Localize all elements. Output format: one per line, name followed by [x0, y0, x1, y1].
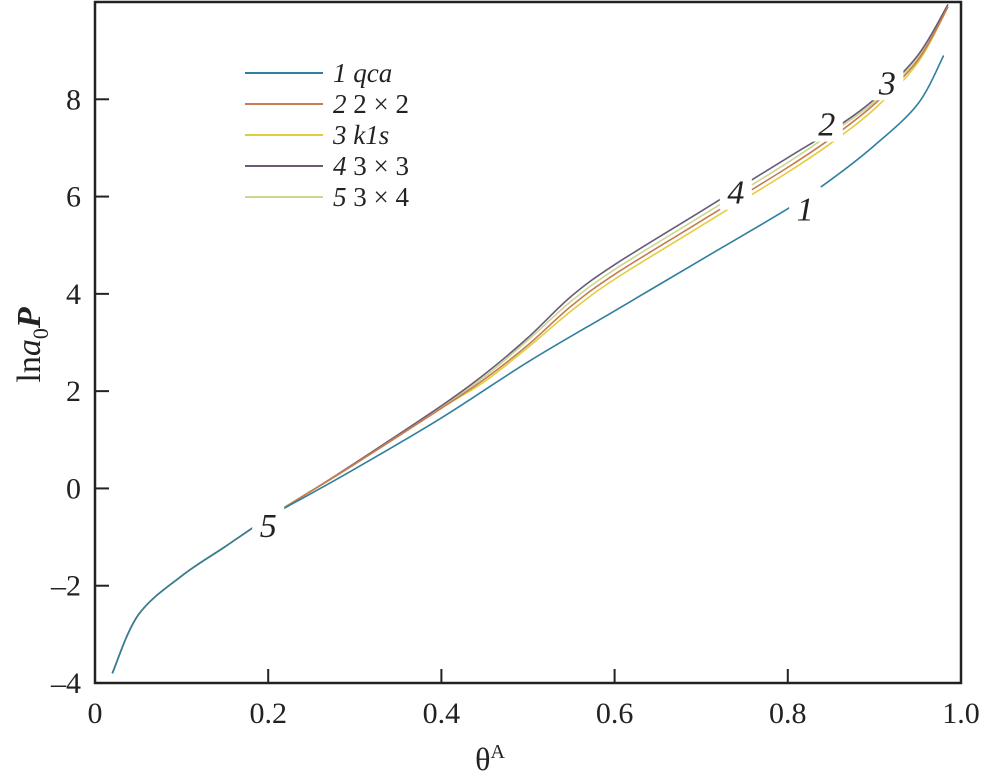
- curve-label-2: 2: [818, 107, 835, 144]
- annotation-mask: [871, 60, 904, 101]
- legend-entry-4: 4 3 × 3: [333, 151, 409, 181]
- y-tick-label: 0: [66, 472, 81, 505]
- legend-entry-5: 5 3 × 4: [333, 182, 409, 212]
- legend-number: 5: [333, 182, 353, 212]
- y-tick-label: 2: [66, 375, 81, 408]
- legend-entry-2: 2 2 × 2: [333, 89, 409, 119]
- legend-number: 2: [333, 89, 353, 119]
- y-tick-label: 4: [66, 278, 81, 311]
- series-line-1: [111, 55, 945, 674]
- y-tick-label: –4: [50, 667, 81, 700]
- x-tick-label: 1.0: [942, 697, 980, 730]
- y-tick-label: 6: [66, 181, 81, 214]
- axis-ticks: 0 0.2 0.4 0.6 0.8 1.0 –4 –2 0 2 4 6 8: [50, 83, 980, 730]
- legend-number: 1: [333, 58, 353, 88]
- annotation-mask: [810, 101, 843, 142]
- curve-label-5: 5: [260, 508, 277, 545]
- annotation-mask: [252, 502, 285, 543]
- x-tick-label: 0.2: [249, 697, 287, 730]
- x-tick-label: 0.6: [596, 697, 634, 730]
- legend-name: 3 × 3: [353, 151, 409, 181]
- legend-name: 2 × 2: [353, 89, 409, 119]
- annotation-mask: [719, 169, 752, 210]
- x-tick-label: 0: [88, 697, 103, 730]
- curve-label-3: 3: [878, 65, 896, 102]
- legend-name: 3 × 4: [353, 182, 409, 212]
- plot-frame: [93, 0, 963, 685]
- legend-number: 4: [333, 151, 353, 181]
- curve-label-1: 1: [797, 192, 814, 229]
- x-tick-label: 0.4: [423, 697, 461, 730]
- legend-entry-3: 3 k1s: [332, 120, 389, 150]
- legend-name: qca: [353, 58, 392, 88]
- annotation-mask: [789, 186, 822, 227]
- y-tick-label: –2: [50, 570, 81, 603]
- x-axis-label: θA: [475, 741, 505, 777]
- legend-number: 3: [332, 120, 353, 150]
- x-tick-label: 0.8: [769, 697, 807, 730]
- curve-label-4: 4: [727, 175, 744, 212]
- y-tick-label: 8: [66, 83, 81, 116]
- y-axis-label: lna0P: [11, 307, 53, 382]
- legend-name: k1s: [353, 120, 389, 150]
- legend-entry-1: 1 qca: [333, 58, 392, 88]
